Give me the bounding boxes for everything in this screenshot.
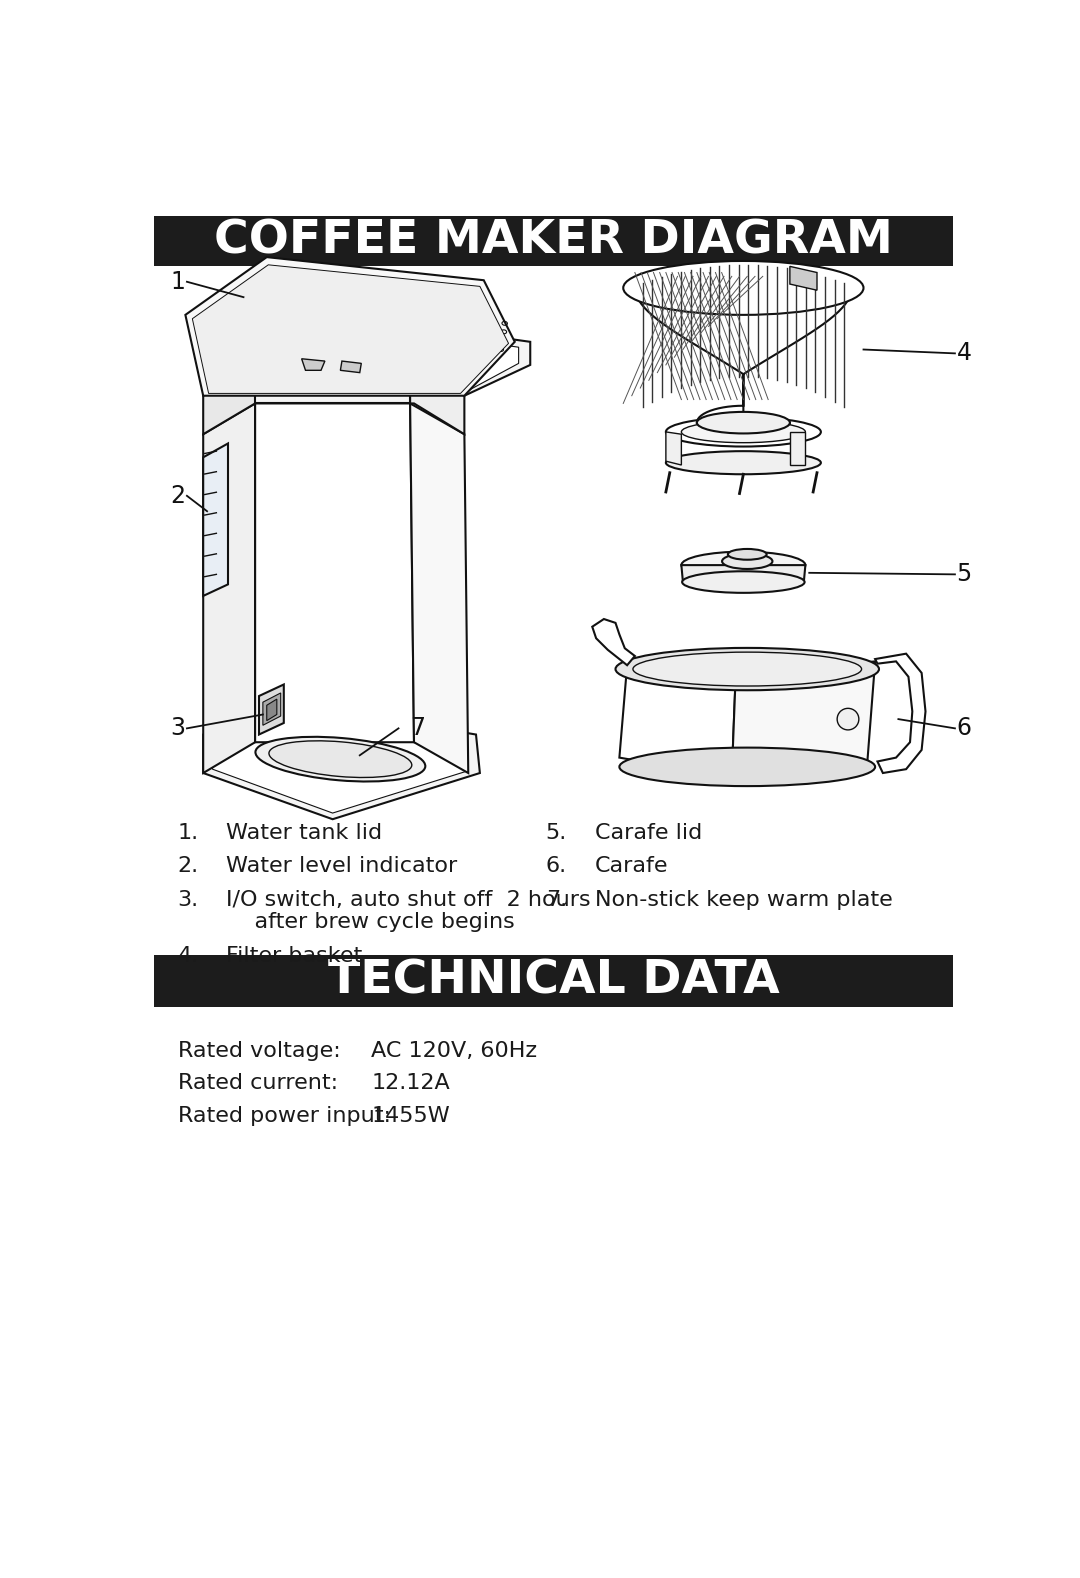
Polygon shape xyxy=(203,404,255,773)
Ellipse shape xyxy=(623,260,864,316)
Text: I/O switch, auto shut off  2 hours: I/O switch, auto shut off 2 hours xyxy=(227,890,591,911)
Ellipse shape xyxy=(616,649,879,690)
Polygon shape xyxy=(213,721,469,813)
Ellipse shape xyxy=(256,737,426,781)
Text: 7: 7 xyxy=(410,715,426,740)
Polygon shape xyxy=(255,316,530,396)
Polygon shape xyxy=(259,685,284,734)
Ellipse shape xyxy=(728,549,767,560)
Text: 5: 5 xyxy=(957,562,972,587)
Polygon shape xyxy=(267,322,518,393)
Text: AC 120V, 60Hz: AC 120V, 60Hz xyxy=(372,1041,538,1060)
Polygon shape xyxy=(875,653,926,773)
Ellipse shape xyxy=(681,552,806,579)
Polygon shape xyxy=(262,693,281,726)
Polygon shape xyxy=(592,619,635,666)
Ellipse shape xyxy=(666,451,821,475)
Text: after brew cycle begins: after brew cycle begins xyxy=(227,912,515,931)
Text: 1: 1 xyxy=(171,270,186,294)
Text: 1.: 1. xyxy=(177,824,199,843)
Text: 3: 3 xyxy=(171,716,186,740)
Polygon shape xyxy=(203,372,255,434)
Text: Carafe: Carafe xyxy=(595,857,669,876)
Polygon shape xyxy=(267,699,276,721)
Text: Rated voltage:: Rated voltage: xyxy=(177,1041,340,1060)
Polygon shape xyxy=(186,257,515,396)
Circle shape xyxy=(837,709,859,731)
Text: Non-stick keep warm plate: Non-stick keep warm plate xyxy=(595,890,892,911)
Text: 4: 4 xyxy=(957,341,972,366)
Text: 5.: 5. xyxy=(545,824,567,843)
Ellipse shape xyxy=(723,554,772,570)
Text: 6.: 6. xyxy=(545,857,567,876)
Polygon shape xyxy=(410,372,464,434)
Text: 1455W: 1455W xyxy=(372,1106,450,1125)
Ellipse shape xyxy=(681,421,806,443)
Text: 2: 2 xyxy=(171,484,186,508)
Ellipse shape xyxy=(697,412,789,434)
Polygon shape xyxy=(681,565,806,582)
Text: Filter basket: Filter basket xyxy=(227,945,363,966)
Polygon shape xyxy=(732,661,875,776)
Polygon shape xyxy=(340,361,362,372)
Ellipse shape xyxy=(619,748,875,786)
Polygon shape xyxy=(635,287,851,440)
Polygon shape xyxy=(666,432,681,466)
Text: Rated current:: Rated current: xyxy=(177,1073,338,1094)
Ellipse shape xyxy=(666,417,821,447)
Text: 12.12A: 12.12A xyxy=(372,1073,450,1094)
Text: Rated power input:: Rated power input: xyxy=(177,1106,391,1125)
Polygon shape xyxy=(192,265,509,393)
Text: Carafe lid: Carafe lid xyxy=(595,824,702,843)
Ellipse shape xyxy=(683,571,805,593)
Polygon shape xyxy=(789,432,806,466)
Ellipse shape xyxy=(633,652,862,686)
Text: 3.: 3. xyxy=(177,890,199,911)
Polygon shape xyxy=(255,404,414,742)
Polygon shape xyxy=(301,358,325,371)
Polygon shape xyxy=(255,372,410,404)
Text: 7.: 7. xyxy=(545,890,567,911)
Polygon shape xyxy=(203,712,480,819)
Text: 2.: 2. xyxy=(177,857,199,876)
Bar xyxy=(154,216,953,267)
Text: 4.: 4. xyxy=(177,945,199,966)
Text: 6: 6 xyxy=(957,716,972,740)
Polygon shape xyxy=(789,267,816,290)
Polygon shape xyxy=(410,404,469,773)
Ellipse shape xyxy=(269,740,411,778)
Text: TECHNICAL DATA: TECHNICAL DATA xyxy=(327,958,780,1004)
Polygon shape xyxy=(203,443,228,596)
Polygon shape xyxy=(619,666,735,776)
Text: Water tank lid: Water tank lid xyxy=(227,824,382,843)
Bar xyxy=(154,955,953,1007)
Text: COFFEE MAKER DIAGRAM: COFFEE MAKER DIAGRAM xyxy=(214,219,893,264)
Text: Water level indicator: Water level indicator xyxy=(227,857,458,876)
